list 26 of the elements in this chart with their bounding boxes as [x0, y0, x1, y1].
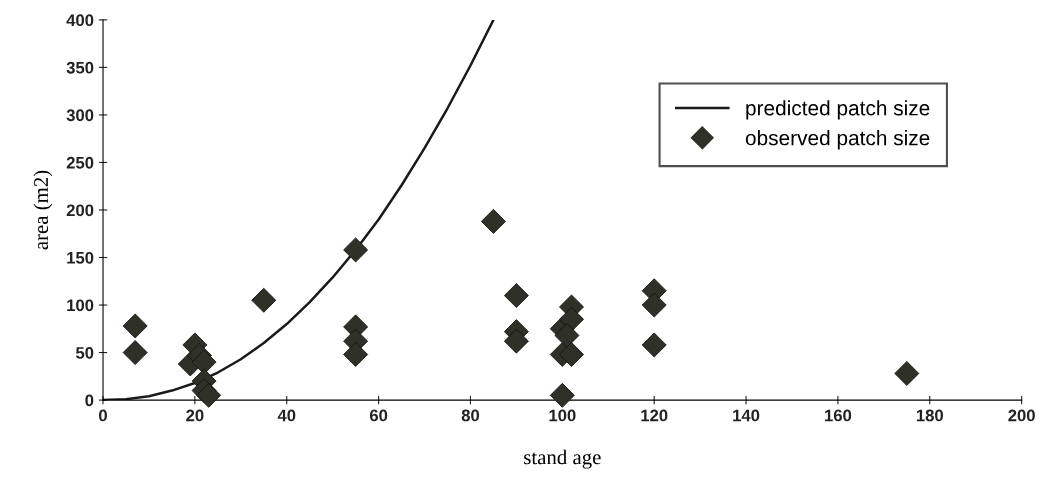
y-tick-label: 350 — [66, 61, 94, 74]
y-tick-label: 100 — [67, 299, 94, 312]
x-axis-title: stand age — [524, 449, 601, 469]
legend-label: observed patch size — [745, 130, 930, 150]
y-tick-label: 50 — [75, 346, 94, 359]
x-tick-label: 20 — [186, 409, 204, 422]
x-tick-label: 40 — [277, 409, 296, 422]
point — [122, 340, 148, 366]
legend-label: predicted patch size — [746, 100, 930, 120]
x-tick-label: 100 — [549, 409, 576, 422]
y-tick-label: 150 — [67, 251, 94, 264]
y-tick-label: 0 — [85, 394, 94, 407]
y-tick-label: 400 — [66, 14, 94, 27]
x-tick-label: 180 — [916, 409, 943, 422]
y-tick-label: 200 — [66, 204, 94, 217]
x-tick-label: 80 — [461, 409, 480, 422]
y-tick-label: 300 — [66, 109, 94, 122]
y-tick-label: 250 — [66, 156, 94, 169]
x-tick-label: 160 — [825, 409, 852, 422]
x-tick-label: 60 — [369, 409, 388, 422]
x-tick-label: 120 — [641, 409, 668, 422]
y-axis-title: area (m2) — [33, 170, 53, 250]
point — [549, 382, 575, 408]
x-tick-label: 200 — [1008, 409, 1035, 422]
x-tick-label: 140 — [733, 409, 760, 422]
x-tick-label: 0 — [99, 409, 107, 422]
